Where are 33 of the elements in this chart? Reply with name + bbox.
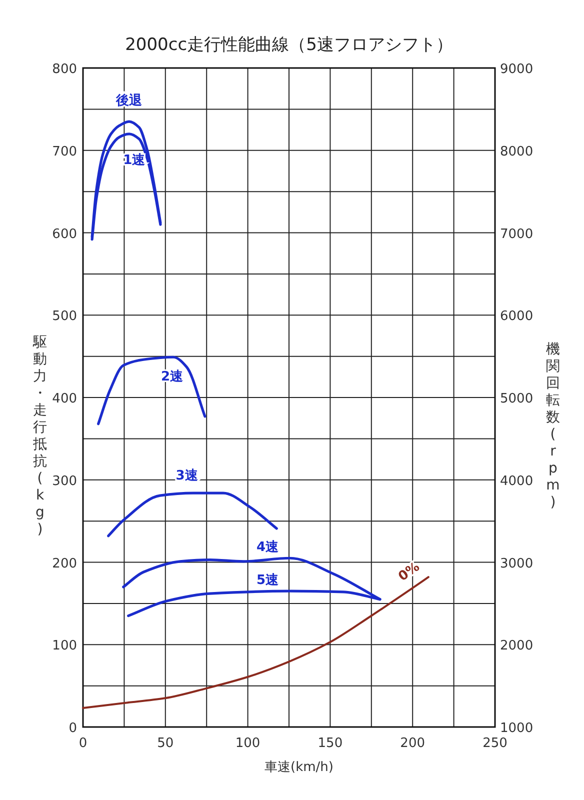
y-tick-label: 300 bbox=[52, 474, 77, 489]
series-label: 3速 bbox=[176, 468, 199, 484]
series-label: 5速 bbox=[256, 572, 280, 588]
x-tick-label: 100 bbox=[235, 736, 260, 751]
text: 0% bbox=[396, 560, 423, 585]
y-tick-label: 200 bbox=[52, 556, 77, 572]
y2-tick-label: 5000 bbox=[500, 392, 534, 406]
y2-tick-label: 1000 bbox=[500, 721, 534, 736]
y-tick-label: 400 bbox=[52, 392, 77, 406]
y2-tick-label: 4000 bbox=[500, 474, 534, 489]
y2-tick-label: 2000 bbox=[500, 638, 534, 654]
x-tick-label: 250 bbox=[482, 736, 508, 751]
x-axis-title: 車速(km/h) bbox=[264, 760, 334, 775]
y-tick-label: 700 bbox=[52, 144, 77, 160]
x-tick-label: 150 bbox=[318, 736, 343, 751]
y2-axis-title: 機関回転数(rpm) bbox=[546, 342, 560, 510]
y-tick-label: 100 bbox=[52, 638, 77, 654]
x-tick-label: 50 bbox=[157, 736, 174, 751]
y-axis-title: 駆動力・走行抵抗(kg) bbox=[33, 334, 47, 538]
y2-tick-label: 9000 bbox=[500, 62, 534, 77]
y2-tick-label: 6000 bbox=[500, 309, 534, 324]
y2-tick-label: 3000 bbox=[500, 556, 534, 572]
x-tick-label: 0 bbox=[78, 736, 88, 751]
x-tick-label: 200 bbox=[400, 736, 426, 751]
y2-tick-label: 8000 bbox=[500, 144, 534, 160]
series-label: 4速 bbox=[256, 540, 280, 555]
series-label: 1速 bbox=[123, 152, 146, 168]
y-tick-label: 0 bbox=[68, 721, 77, 736]
y-tick-label: 600 bbox=[52, 226, 77, 242]
chart-title: 2000cc走行性能曲線（5速フロアシフト） bbox=[125, 35, 453, 55]
y2-tick-label: 7000 bbox=[500, 226, 534, 242]
y-tick-label: 500 bbox=[52, 309, 77, 324]
y-tick-label: 800 bbox=[52, 62, 77, 77]
